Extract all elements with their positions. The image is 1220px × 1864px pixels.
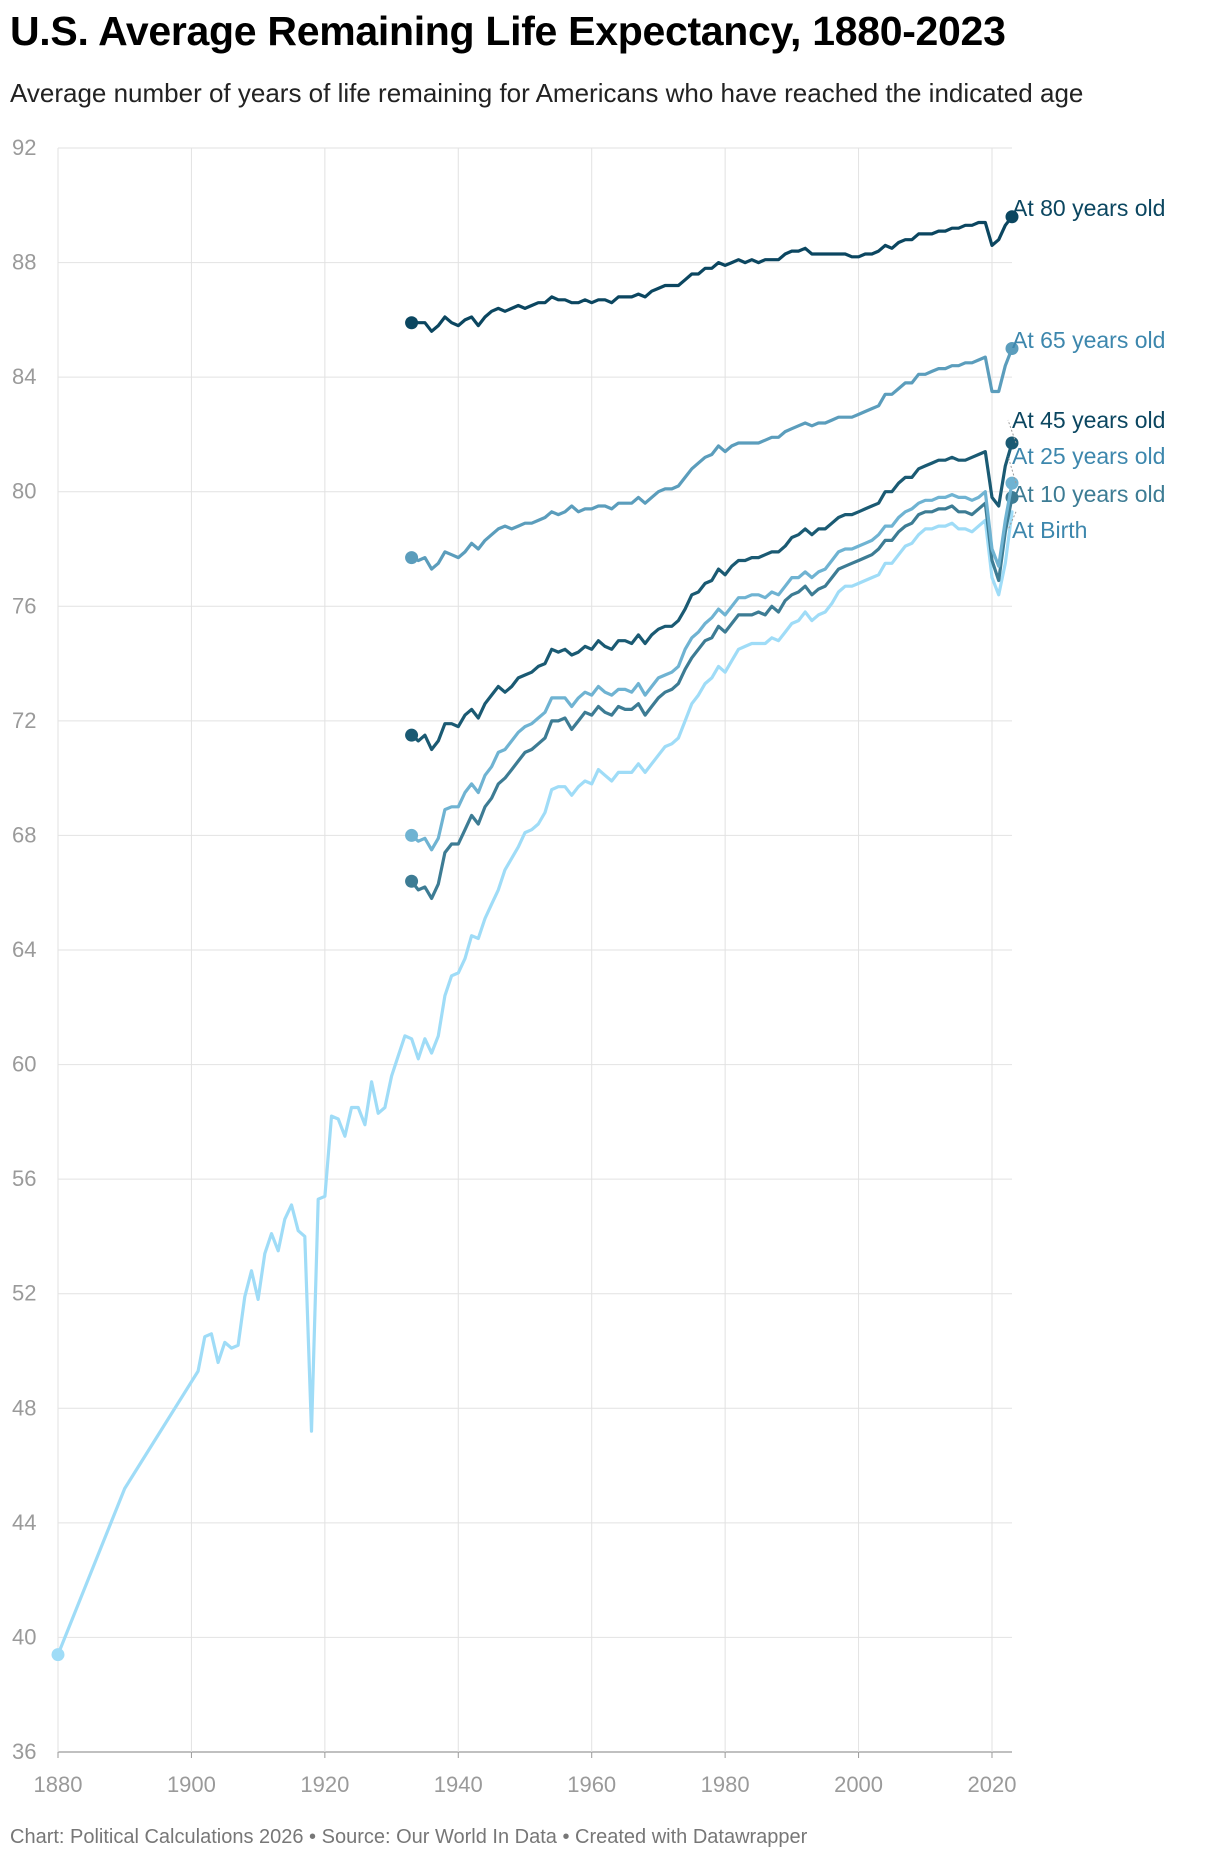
y-tick-label: 60 (12, 1052, 36, 1077)
chart-subtitle: Average number of years of life remainin… (10, 78, 1084, 108)
x-tick-label: 1900 (167, 1772, 216, 1797)
y-tick-label: 56 (12, 1166, 36, 1191)
series-start-point-at-65-years-old (405, 551, 419, 565)
series-line-at-65-years-old (410, 346, 1014, 571)
label-leader-at-birth (1007, 511, 1017, 531)
series-line-at-80-years-old (410, 215, 1014, 333)
gridlines (57, 147, 1012, 1758)
x-axis-tick-labels: 1880 1900 1920 1940 1960 1980 2000 2020 (34, 1772, 1017, 1797)
series-end-point-at-25-years-old (1005, 476, 1019, 490)
series-label-at-25-years-old: At 25 years old (1012, 443, 1165, 469)
series-line-at-45-years-old (410, 441, 1014, 752)
y-tick-label: 92 (12, 135, 36, 160)
series-label-at-65-years-old: At 65 years old (1012, 327, 1165, 353)
series-line-at-birth (56, 510, 1014, 1657)
x-tick-label: 1980 (701, 1772, 750, 1797)
series-label-at-birth: At Birth (1012, 517, 1087, 543)
y-tick-label: 36 (12, 1739, 36, 1764)
series-labels: At Birth At 10 years old At 25 years old At… (1007, 195, 1165, 543)
series-start-point-at-80-years-old (405, 316, 419, 330)
x-tick-label: 2020 (968, 1772, 1017, 1797)
chart-title: U.S. Average Remaining Life Expectancy, … (10, 8, 1006, 54)
series-start-point-at-10-years-old (405, 874, 419, 888)
x-tick-label: 1920 (300, 1772, 349, 1797)
chart-footer: Chart: Political Calculations 2026 • Sou… (10, 1826, 808, 1848)
y-tick-label: 48 (12, 1395, 36, 1420)
label-leader-at-25-years-old (1007, 455, 1017, 484)
series-line-at-10-years-old (410, 495, 1014, 900)
y-tick-label: 40 (12, 1624, 36, 1649)
series-lines (51, 210, 1019, 1662)
y-tick-label: 80 (12, 479, 36, 504)
series-label-at-80-years-old: At 80 years old (1012, 195, 1165, 221)
series-start-point-at-45-years-old (405, 728, 419, 742)
y-tick-label: 64 (12, 937, 36, 962)
x-tick-label: 1880 (34, 1772, 83, 1797)
y-tick-label: 76 (12, 593, 36, 618)
series-label-at-10-years-old: At 10 years old (1012, 481, 1165, 507)
x-tick-label: 2000 (834, 1772, 883, 1797)
series-start-point-at-birth (51, 1648, 65, 1662)
series-line-at-25-years-old (410, 481, 1014, 852)
series-end-point-at-65-years-old (1005, 342, 1019, 355)
x-tick-label: 1940 (434, 1772, 483, 1797)
label-leader-at-45-years-old (1007, 419, 1017, 444)
y-tick-label: 68 (12, 822, 36, 847)
y-tick-label: 72 (12, 708, 36, 733)
x-tick-label: 1960 (567, 1772, 616, 1797)
y-axis-tick-labels: 36 40 44 48 52 56 60 64 68 72 76 80 84 88 92 (12, 135, 36, 1764)
series-end-point-at-45-years-old (1005, 436, 1019, 450)
y-tick-label: 84 (12, 364, 36, 389)
y-tick-label: 44 (12, 1510, 36, 1535)
series-start-point-at-25-years-old (405, 828, 419, 842)
series-label-at-45-years-old: At 45 years old (1012, 407, 1165, 433)
series-end-point-at-80-years-old (1005, 210, 1019, 224)
y-tick-label: 52 (12, 1281, 36, 1306)
y-tick-label: 88 (12, 250, 36, 275)
